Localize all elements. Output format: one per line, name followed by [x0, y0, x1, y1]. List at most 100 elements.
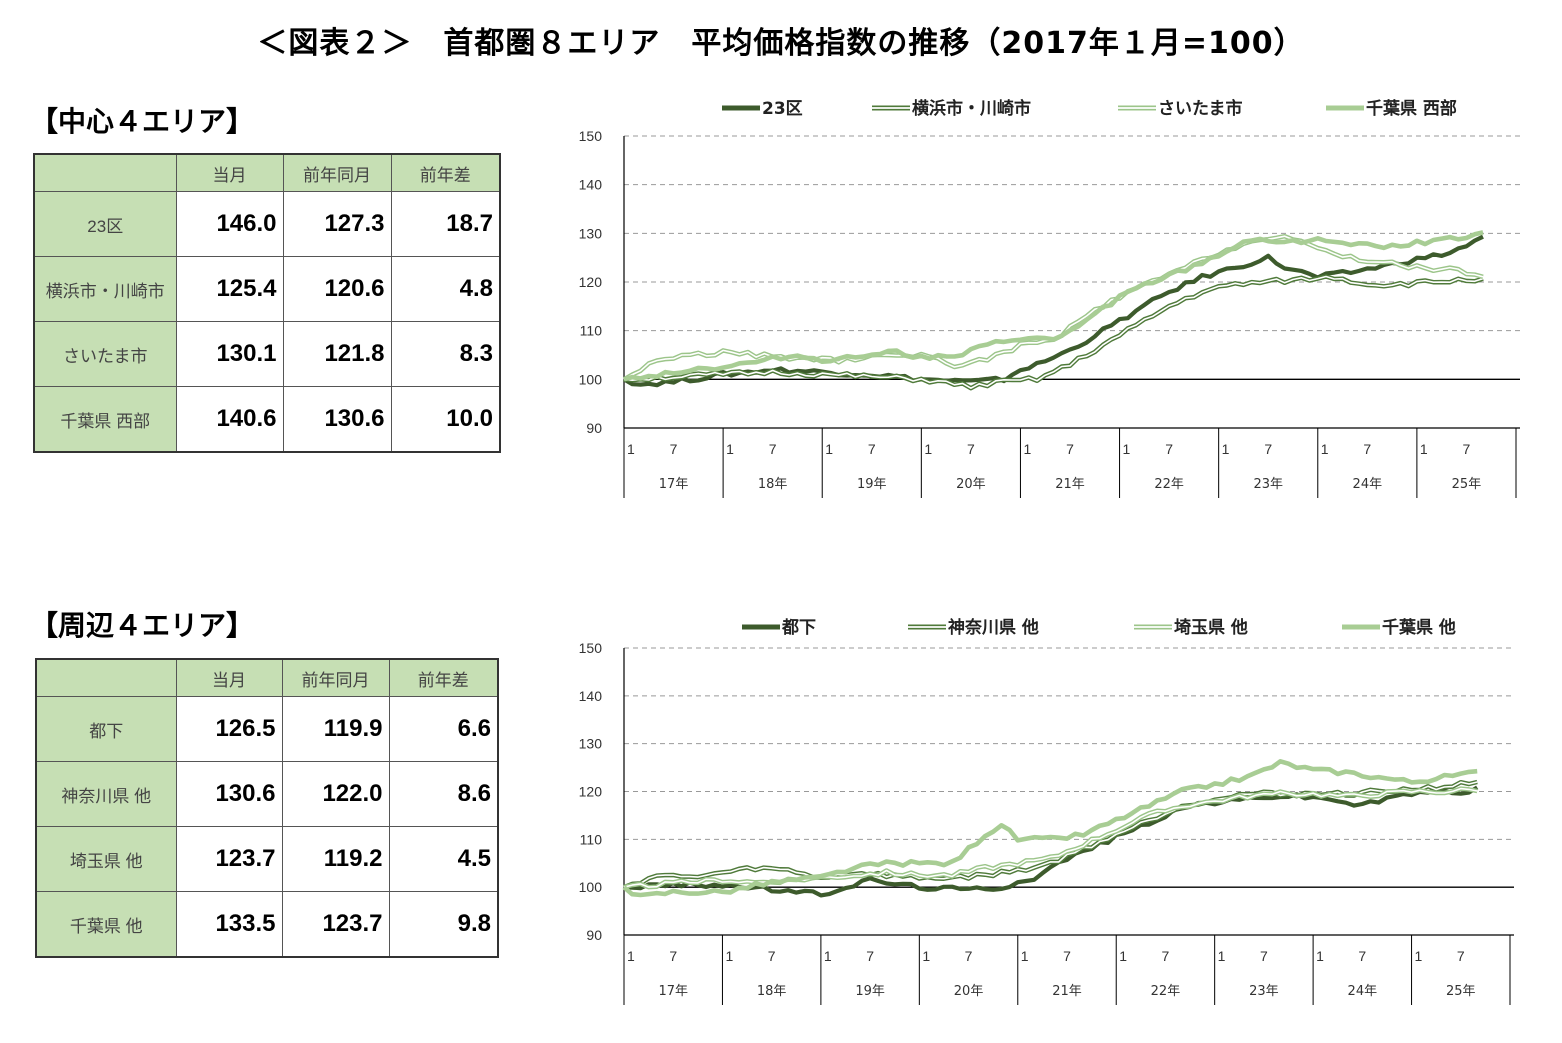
legend-label: 埼玉県 他: [1174, 617, 1248, 638]
month-tick-label: 7: [768, 948, 776, 964]
month-tick-label: 7: [1363, 441, 1371, 457]
year-label: 24年: [1348, 984, 1378, 999]
row-label: 横浜市・川崎市: [33, 256, 177, 322]
year-label: 18年: [758, 477, 788, 492]
row-label: 千葉県 他: [35, 891, 177, 958]
header-diff: 前年差: [390, 153, 501, 192]
month-tick-label: 7: [1463, 441, 1471, 457]
table-row: 都下 126.5 119.9 6.6: [35, 696, 499, 762]
table-corner: [35, 658, 177, 697]
month-tick-label: 7: [1358, 948, 1366, 964]
month-tick-label: 7: [1457, 948, 1465, 964]
year-label: 17年: [658, 984, 688, 999]
month-tick-label: 7: [1165, 441, 1173, 457]
value-current: 133.5: [175, 891, 283, 958]
month-tick-label: 7: [1264, 441, 1272, 457]
row-label: 神奈川県 他: [35, 761, 177, 827]
month-tick-label: 1: [1123, 441, 1131, 457]
month-tick-label: 7: [669, 948, 677, 964]
table-row: 横浜市・川崎市 125.4 120.6 4.8: [33, 256, 501, 322]
value-current: 125.4: [175, 256, 284, 322]
y-tick-label: 120: [579, 274, 603, 290]
series-line-4: [622, 758, 1478, 898]
month-tick-label: 7: [1260, 948, 1268, 964]
value-prev: 123.7: [281, 891, 390, 958]
month-tick-label: 7: [1162, 948, 1170, 964]
month-tick-label: 1: [825, 441, 833, 457]
table-row: 千葉県 西部 140.6 130.6 10.0: [33, 386, 501, 453]
y-tick-label: 130: [579, 736, 603, 752]
legend-label: さいたま市: [1158, 98, 1243, 119]
value-diff: 6.6: [388, 696, 499, 762]
row-label: 千葉県 西部: [33, 386, 177, 453]
month-tick-label: 1: [627, 948, 635, 964]
value-current: 146.0: [175, 191, 284, 257]
y-tick-label: 110: [580, 323, 603, 339]
row-label: さいたま市: [33, 321, 177, 387]
value-current: 130.1: [175, 321, 284, 387]
month-tick-label: 1: [1218, 948, 1226, 964]
value-prev: 130.6: [282, 386, 392, 453]
row-label: 23区: [33, 191, 177, 257]
month-tick-label: 7: [868, 441, 876, 457]
value-current: 130.6: [175, 761, 283, 827]
year-label: 22年: [1151, 984, 1181, 999]
series-line-2: [623, 779, 1478, 890]
value-diff: 4.5: [388, 826, 499, 892]
series-line-1: [623, 785, 1479, 898]
value-prev: 119.9: [281, 696, 390, 762]
year-label: 21年: [1055, 477, 1085, 492]
y-tick-label: 140: [579, 688, 603, 704]
y-tick-label: 150: [579, 640, 603, 656]
value-diff: 10.0: [390, 386, 501, 453]
y-tick-label: 100: [579, 371, 603, 387]
table-header-row: 当月 前年同月 前年差: [35, 658, 499, 697]
header-diff: 前年差: [388, 658, 499, 697]
row-label: 埼玉県 他: [35, 826, 177, 892]
section-title-peripheral: 【周辺４エリア】: [30, 609, 255, 642]
month-tick-label: 1: [627, 441, 635, 457]
month-tick-label: 1: [1119, 948, 1127, 964]
year-label: 20年: [956, 477, 986, 492]
header-current: 当月: [175, 658, 283, 697]
y-tick-label: 90: [586, 927, 602, 943]
y-tick-label: 130: [579, 225, 603, 241]
y-tick-label: 90: [586, 420, 602, 436]
table-row: 千葉県 他 133.5 123.7 9.8: [35, 891, 499, 958]
year-label: 20年: [954, 984, 984, 999]
legend-label: 神奈川県 他: [948, 617, 1039, 638]
row-label: 都下: [35, 696, 177, 762]
year-label: 19年: [855, 984, 885, 999]
year-label: 25年: [1446, 984, 1476, 999]
year-label: 25年: [1452, 477, 1482, 492]
month-tick-label: 1: [1415, 948, 1423, 964]
month-tick-label: 7: [866, 948, 874, 964]
value-prev: 122.0: [281, 761, 390, 827]
month-tick-label: 1: [824, 948, 832, 964]
table-header-row: 当月 前年同月 前年差: [33, 153, 501, 192]
month-tick-label: 7: [1066, 441, 1074, 457]
y-tick-label: 150: [579, 128, 603, 144]
value-diff: 4.8: [390, 256, 501, 322]
month-tick-label: 1: [726, 441, 734, 457]
year-label: 19年: [857, 477, 887, 492]
legend-label: 都下: [781, 617, 816, 638]
month-tick-label: 1: [1420, 441, 1428, 457]
central-areas-table: 当月 前年同月 前年差 23区 146.0 127.3 18.7 横浜市・川崎市…: [33, 153, 501, 453]
y-tick-label: 100: [579, 879, 603, 895]
value-prev: 119.2: [281, 826, 390, 892]
month-tick-label: 1: [1021, 948, 1029, 964]
year-label: 17年: [659, 477, 689, 492]
table-row: 23区 146.0 127.3 18.7: [33, 191, 501, 257]
peripheral-areas-table: 当月 前年同月 前年差 都下 126.5 119.9 6.6 神奈川県 他 13…: [35, 658, 499, 958]
month-tick-label: 1: [922, 948, 930, 964]
header-current: 当月: [175, 153, 284, 192]
y-tick-label: 120: [579, 784, 603, 800]
year-label: 23年: [1253, 477, 1283, 492]
value-prev: 120.6: [282, 256, 392, 322]
series-line-4: [623, 230, 1484, 382]
series-line-2-inner: [623, 781, 1478, 888]
value-current: 123.7: [175, 826, 283, 892]
value-current: 126.5: [175, 696, 283, 762]
month-tick-label: 1: [1321, 441, 1329, 457]
